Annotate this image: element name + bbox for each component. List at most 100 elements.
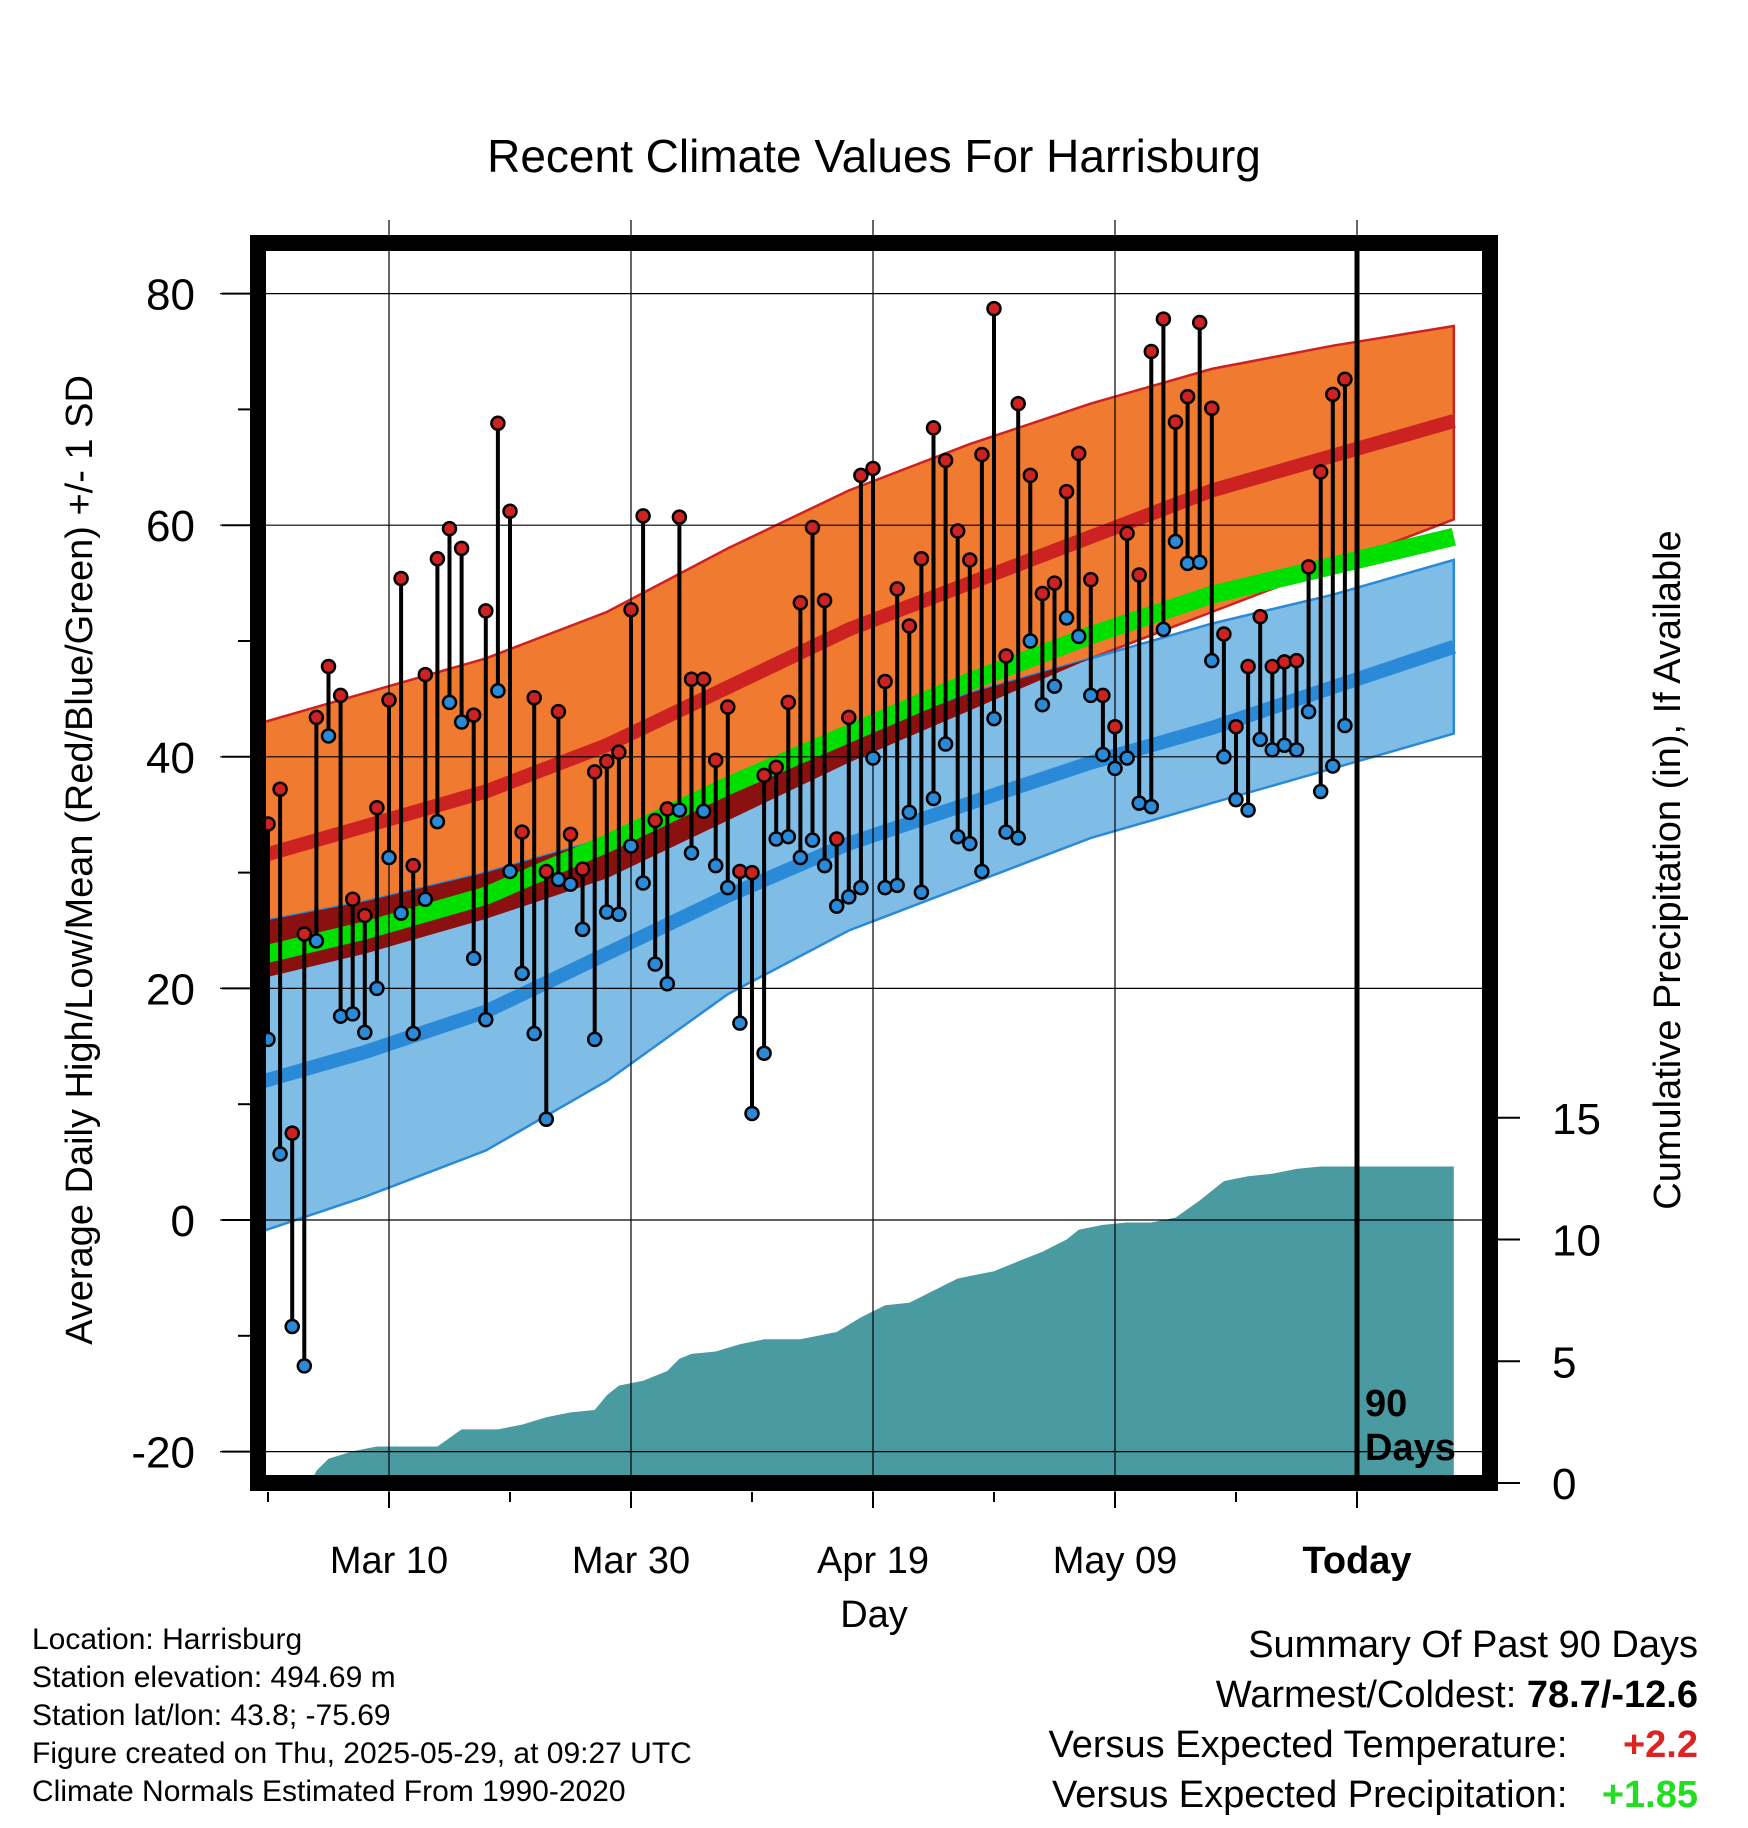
high-point: [804, 519, 821, 536]
low-point: [502, 863, 518, 880]
low-point: [1107, 760, 1123, 777]
low-point: [320, 728, 337, 744]
high-point: [611, 744, 627, 760]
normals-text: Climate Normals Estimated From 1990-2020: [32, 1775, 626, 1808]
high-point: [720, 699, 736, 715]
low-point: [1167, 533, 1184, 550]
low-point: [623, 838, 639, 854]
low-point: [732, 1015, 748, 1031]
high-point: [1107, 718, 1123, 735]
high-point: [1337, 371, 1353, 388]
axes: 80 60 40 20 0 -20 15 10 5 0 Mar 10 Mar 30 Apr 19 May …: [131, 235, 1601, 1582]
high-point: [998, 648, 1014, 664]
low-point: [841, 889, 857, 905]
low-point: [1119, 750, 1135, 766]
low-point: [357, 1024, 373, 1041]
low-point: [526, 1025, 542, 1042]
x-tick-label: Mar 10: [330, 1540, 448, 1582]
high-point: [490, 415, 506, 432]
location-text: Location: Harrisburg: [32, 1623, 303, 1656]
low-point: [344, 1006, 361, 1022]
low-point: [695, 803, 712, 819]
low-point: [1228, 791, 1244, 808]
chart-title: Recent Climate Values For Harrisburg: [487, 130, 1261, 182]
high-point: [792, 595, 809, 611]
warm-cold-row: Warmest/Coldest: 78.7/-12.6: [1049, 1670, 1698, 1720]
high-point: [671, 509, 688, 525]
y2-axis-label: Cumulative Precipitation (in), If Availa…: [1647, 530, 1689, 1209]
low-point: [1022, 633, 1039, 649]
high-point: [344, 891, 361, 907]
low-point: [659, 976, 676, 992]
today-marker-line1: 90: [1365, 1383, 1407, 1425]
high-point: [913, 551, 930, 567]
low-point: [562, 876, 579, 892]
y-tick-label: 80: [146, 271, 195, 320]
high-point: [695, 671, 712, 687]
low-point: [1034, 696, 1051, 713]
low-point: [284, 1318, 300, 1335]
low-point: [296, 1358, 313, 1374]
low-point: [1070, 628, 1087, 645]
low-point: [1252, 731, 1268, 748]
low-point: [1155, 621, 1172, 638]
high-point: [1312, 464, 1329, 480]
high-point: [828, 831, 845, 847]
warm-cold-label: Warmest/Coldest:: [1215, 1674, 1517, 1716]
high-point: [1046, 575, 1063, 591]
high-point: [417, 666, 434, 683]
high-point: [308, 709, 325, 726]
high-point: [623, 601, 639, 618]
high-point: [1022, 467, 1039, 484]
low-point: [417, 891, 434, 907]
high-point: [514, 824, 530, 840]
y-tick-label: -20: [131, 1429, 195, 1478]
low-point: [998, 824, 1014, 840]
high-point: [901, 618, 918, 634]
high-point: [550, 703, 567, 720]
high-point: [635, 508, 651, 524]
low-point: [1046, 678, 1063, 694]
low-point: [937, 736, 954, 752]
x-tick-label: Apr 19: [817, 1540, 929, 1582]
precip-value: +1.85: [1601, 1774, 1698, 1816]
high-point: [707, 752, 724, 769]
low-point: [574, 921, 591, 938]
high-point: [1252, 608, 1268, 625]
low-point: [1143, 798, 1160, 815]
high-point: [949, 523, 966, 539]
low-point: [611, 906, 627, 923]
high-point: [986, 300, 1002, 317]
high-point: [889, 581, 905, 597]
high-point: [405, 857, 421, 874]
high-point: [865, 460, 881, 477]
plot-frame: [250, 235, 1498, 1491]
x-tick-label: May 09: [1053, 1540, 1178, 1582]
high-point: [1131, 567, 1147, 583]
high-point: [296, 926, 313, 942]
high-point: [1325, 386, 1341, 403]
low-point: [1325, 758, 1341, 774]
low-point: [720, 879, 736, 896]
low-point: [332, 1008, 349, 1024]
high-point: [1240, 658, 1256, 675]
high-point: [586, 764, 603, 780]
low-point: [1191, 554, 1208, 571]
elevation-text: Station elevation: 494.69 m: [32, 1661, 396, 1694]
high-point: [526, 689, 542, 706]
station-info: Location: Harrisburg Station elevation: …: [32, 1621, 692, 1811]
low-point: [514, 965, 530, 982]
precip-row: Versus Expected Precipitation: +1.85: [1049, 1770, 1698, 1820]
high-point: [1083, 571, 1099, 588]
low-point: [671, 802, 688, 818]
low-point: [272, 1146, 288, 1162]
high-point: [453, 540, 470, 557]
high-point: [768, 759, 784, 775]
high-point: [1010, 395, 1026, 412]
summary-panel: Summary Of Past 90 Days Warmest/Coldest:…: [1049, 1620, 1698, 1820]
high-point: [1143, 343, 1160, 360]
low-point: [707, 857, 724, 874]
low-point: [393, 905, 409, 921]
low-point: [405, 1025, 421, 1042]
